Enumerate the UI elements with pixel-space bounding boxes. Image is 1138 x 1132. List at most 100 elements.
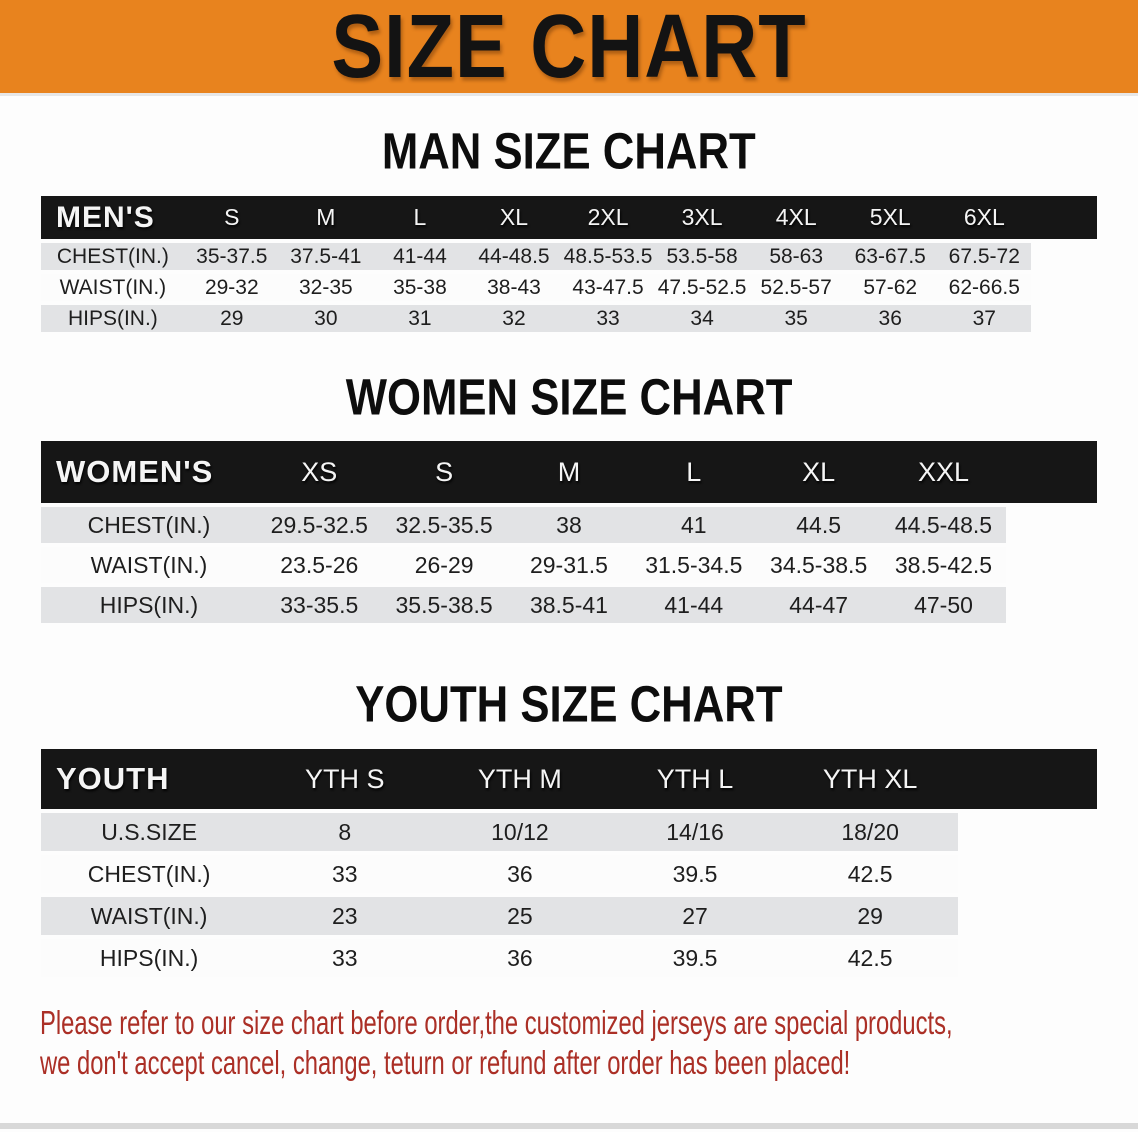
men-value-cell: 34 (655, 303, 750, 336)
women-table-label: WOMEN'S (41, 441, 257, 507)
youth-filler (957, 853, 1097, 897)
youth-size-header: YTH M (432, 749, 608, 813)
men-size-header: 6XL (937, 196, 1032, 243)
men-table-row: WAIST(IN.) 29-32 32-35 35-38 38-43 43-47.5 47.… (41, 272, 1097, 305)
men-value-cell: 29-32 (184, 272, 279, 305)
youth-value-cell: 14/16 (607, 811, 783, 855)
youth-value-cell: 25 (432, 895, 608, 939)
women-filler (1005, 585, 1097, 627)
men-table-label: MEN'S (41, 196, 185, 243)
women-value-cell: 32.5-35.5 (381, 505, 507, 547)
men-row-label: CHEST(IN.) (41, 241, 185, 274)
youth-size-header: YTH L (607, 749, 783, 813)
men-size-header: XL (466, 196, 562, 243)
women-value-cell: 38 (506, 505, 632, 547)
youth-filler (957, 937, 1097, 981)
women-value-cell: 38.5-41 (506, 585, 632, 627)
youth-value-cell: 33 (257, 853, 433, 897)
women-value-cell: 47-50 (881, 585, 1006, 627)
men-value-cell: 32-35 (278, 272, 373, 305)
women-filler (1005, 545, 1097, 587)
men-value-cell: 37 (937, 303, 1032, 336)
disclaimer-line-1: Please refer to our size chart before or… (40, 1003, 1138, 1043)
men-value-cell: 43-47.5 (561, 272, 656, 305)
men-value-cell: 63-67.5 (843, 241, 938, 274)
youth-value-cell: 39.5 (607, 937, 783, 981)
women-row-label: CHEST(IN.) (41, 505, 257, 547)
women-size-header: XXL (881, 441, 1006, 507)
men-filler (1031, 241, 1097, 274)
women-table-row: CHEST(IN.) 29.5-32.5 32.5-35.5 38 41 44.5 44.5… (41, 505, 1097, 547)
youth-size-table: YOUTH YTH S YTH M YTH L YTH XL U.S.SIZE 8 10/12… (41, 749, 1097, 981)
men-size-header: L (372, 196, 467, 243)
women-value-cell: 29-31.5 (506, 545, 632, 587)
women-table-row: HIPS(IN.) 33-35.5 35.5-38.5 38.5-41 41-44 44-… (41, 585, 1097, 627)
men-value-cell: 58-63 (749, 241, 844, 274)
youth-row-label: HIPS(IN.) (41, 937, 258, 981)
women-size-header: XS (256, 441, 382, 507)
disclaimer: Please refer to our size chart before or… (0, 1003, 1138, 1083)
youth-section-heading-text: YOUTH SIZE CHART (355, 675, 783, 733)
youth-value-cell: 42.5 (782, 853, 958, 897)
women-size-header: XL (756, 441, 882, 507)
men-filler (1031, 272, 1097, 305)
women-size-header: L (631, 441, 757, 507)
youth-value-cell: 29 (782, 895, 958, 939)
women-value-cell: 31.5-34.5 (631, 545, 757, 587)
youth-value-cell: 10/12 (432, 811, 608, 855)
men-size-header: 3XL (655, 196, 750, 243)
men-value-cell: 67.5-72 (937, 241, 1032, 274)
bottom-divider (0, 1123, 1138, 1129)
women-value-cell: 41 (631, 505, 757, 547)
men-table-row: HIPS(IN.) 29 30 31 32 33 34 35 36 37 (41, 303, 1097, 336)
men-value-cell: 53.5-58 (655, 241, 750, 274)
women-value-cell: 23.5-26 (256, 545, 382, 587)
man-section-heading-text: MAN SIZE CHART (382, 122, 756, 180)
youth-table-row: HIPS(IN.) 33 36 39.5 42.5 (41, 937, 1097, 981)
men-value-cell: 35-37.5 (184, 241, 279, 274)
women-value-cell: 35.5-38.5 (381, 585, 507, 627)
men-value-cell: 32 (466, 303, 562, 336)
men-row-label: HIPS(IN.) (41, 303, 185, 336)
women-value-cell: 41-44 (631, 585, 757, 627)
men-value-cell: 35 (749, 303, 844, 336)
men-value-cell: 37.5-41 (278, 241, 373, 274)
men-value-cell: 48.5-53.5 (561, 241, 656, 274)
women-value-cell: 38.5-42.5 (881, 545, 1006, 587)
youth-row-label: U.S.SIZE (41, 811, 258, 855)
men-filler (1031, 196, 1097, 243)
women-table-row: WAIST(IN.) 23.5-26 26-29 29-31.5 31.5-34.5 34… (41, 545, 1097, 587)
men-value-cell: 35-38 (372, 272, 467, 305)
disclaimer-line-2-text: we don't accept cancel, change, teturn o… (40, 1044, 851, 1081)
youth-value-cell: 8 (257, 811, 433, 855)
men-size-table: MEN'S S M L XL 2XL 3XL 4XL 5XL 6XL CHEST(IN.) 35-37… (41, 196, 1097, 336)
women-value-cell: 26-29 (381, 545, 507, 587)
women-filler (1005, 505, 1097, 547)
youth-value-cell: 36 (432, 937, 608, 981)
youth-section-heading: YOUTH SIZE CHART (0, 675, 1138, 733)
youth-value-cell: 36 (432, 853, 608, 897)
women-section-heading-text: WOMEN SIZE CHART (345, 368, 793, 426)
youth-table-label: YOUTH (41, 749, 258, 813)
men-size-header: 2XL (561, 196, 656, 243)
women-header-row: WOMEN'S XS S M L XL XXL (41, 441, 1097, 507)
youth-value-cell: 18/20 (782, 811, 958, 855)
youth-size-header: YTH S (257, 749, 433, 813)
men-table-row: CHEST(IN.) 35-37.5 37.5-41 41-44 44-48.5 48.5… (41, 241, 1097, 274)
youth-filler (957, 895, 1097, 939)
youth-header-row: YOUTH YTH S YTH M YTH L YTH XL (41, 749, 1097, 813)
women-size-header: M (506, 441, 632, 507)
disclaimer-line-1-text: Please refer to our size chart before or… (40, 1004, 953, 1041)
youth-value-cell: 23 (257, 895, 433, 939)
youth-size-header: YTH XL (782, 749, 958, 813)
youth-table-row: CHEST(IN.) 33 36 39.5 42.5 (41, 853, 1097, 897)
women-value-cell: 34.5-38.5 (756, 545, 882, 587)
men-filler (1031, 303, 1097, 336)
women-size-header: S (381, 441, 507, 507)
women-section-heading: WOMEN SIZE CHART (0, 368, 1138, 426)
banner-title: SIZE CHART (331, 0, 807, 96)
men-value-cell: 47.5-52.5 (655, 272, 750, 305)
men-value-cell: 29 (184, 303, 279, 336)
youth-filler (957, 811, 1097, 855)
